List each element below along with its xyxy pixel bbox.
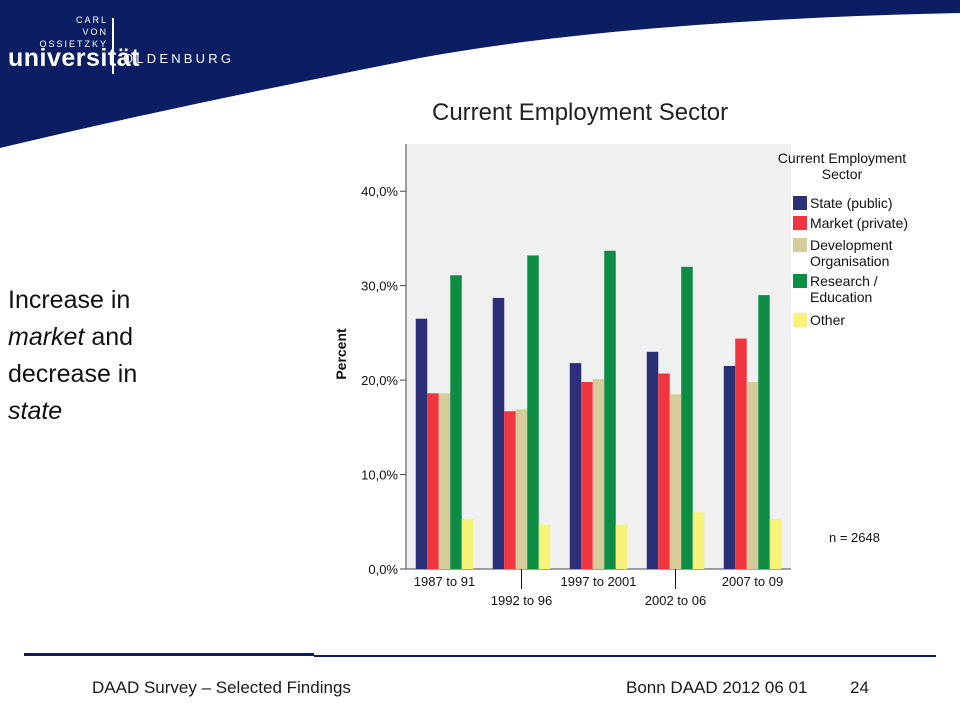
bar bbox=[427, 393, 439, 569]
legend-swatch bbox=[793, 216, 807, 230]
legend-label: Research / bbox=[810, 273, 878, 289]
y-tick-label: 0,0% bbox=[368, 562, 398, 577]
side-statement-part-1: Increase in bbox=[8, 286, 131, 314]
legend-label: Education bbox=[810, 289, 872, 305]
side-statement-part-4: decrease in bbox=[8, 360, 138, 388]
x-tick-label: 1992 to 96 bbox=[491, 593, 552, 608]
bar bbox=[581, 382, 593, 569]
header-banner bbox=[0, 0, 960, 148]
bar bbox=[769, 518, 782, 569]
bar bbox=[692, 512, 705, 569]
bar bbox=[461, 518, 474, 569]
footer-rule-thin bbox=[314, 655, 936, 657]
logo-city-name: OLDENBURG bbox=[123, 51, 235, 66]
legend-title: Current Employment bbox=[778, 150, 906, 166]
bar bbox=[746, 382, 759, 569]
bar bbox=[569, 363, 582, 569]
legend-swatch bbox=[793, 238, 807, 252]
chart-title: Current Employment Sector bbox=[432, 99, 728, 126]
side-statement-part-3: and bbox=[84, 323, 134, 351]
legend-swatch bbox=[793, 313, 807, 327]
bar bbox=[646, 351, 659, 569]
bar bbox=[527, 255, 539, 569]
bar bbox=[681, 266, 693, 569]
side-statement-market: market bbox=[8, 323, 85, 351]
bar bbox=[604, 250, 616, 569]
logo-text-ossietzky: OSSIETZKY bbox=[39, 39, 108, 49]
side-statement: Increase in market and decrease in state bbox=[8, 282, 208, 430]
y-tick-label: 20,0% bbox=[361, 373, 398, 388]
legend-label: State (public) bbox=[810, 195, 892, 211]
logo-divider bbox=[112, 18, 114, 74]
bar bbox=[438, 393, 451, 569]
bar bbox=[450, 275, 462, 569]
x-tick-label: 2002 to 06 bbox=[645, 593, 706, 608]
logo-text-von: VON bbox=[82, 27, 108, 37]
legend-title-line-2: Sector bbox=[822, 166, 863, 182]
bar bbox=[735, 338, 747, 569]
legend-swatch bbox=[793, 196, 807, 210]
bar bbox=[515, 409, 528, 569]
footer-center-text: Bonn DAAD 2012 06 01 bbox=[626, 678, 808, 697]
bar bbox=[504, 411, 516, 569]
bar bbox=[669, 394, 682, 569]
x-tick-label: 1997 to 2001 bbox=[561, 574, 637, 589]
bar bbox=[492, 297, 505, 569]
bar bbox=[592, 379, 605, 569]
footer-rule-thick bbox=[24, 653, 314, 656]
bar bbox=[415, 318, 428, 569]
bar bbox=[538, 524, 551, 569]
y-tick-label: 10,0% bbox=[361, 468, 398, 483]
logo-text-carl: CARL bbox=[75, 15, 108, 25]
sample-size-annotation: n = 2648 bbox=[829, 530, 880, 545]
legend-label: Organisation bbox=[810, 253, 889, 269]
footer-left-text: DAAD Survey – Selected Findings bbox=[92, 678, 351, 697]
bar bbox=[723, 365, 736, 569]
x-tick-label: 2007 to 09 bbox=[722, 574, 783, 589]
employment-sector-chart: Current Employment Sector 0,0% 10,0% 20,0%… bbox=[333, 99, 908, 608]
page-number: 24 bbox=[850, 678, 869, 697]
bar bbox=[758, 295, 770, 569]
legend-label: Market (private) bbox=[810, 215, 908, 231]
x-tick-label: 1987 to 91 bbox=[414, 574, 475, 589]
legend-label: Other bbox=[810, 312, 845, 328]
y-axis-label: Percent bbox=[333, 328, 349, 380]
banner-shape bbox=[0, 0, 960, 148]
bar bbox=[615, 524, 628, 569]
y-tick-label: 30,0% bbox=[361, 279, 398, 294]
side-statement-state: state bbox=[8, 397, 63, 425]
logo-university-name: universität bbox=[8, 44, 140, 72]
bar bbox=[658, 373, 670, 569]
y-tick-label: 40,0% bbox=[361, 184, 398, 199]
legend-label: Development bbox=[810, 237, 893, 253]
legend-swatch bbox=[793, 274, 807, 288]
